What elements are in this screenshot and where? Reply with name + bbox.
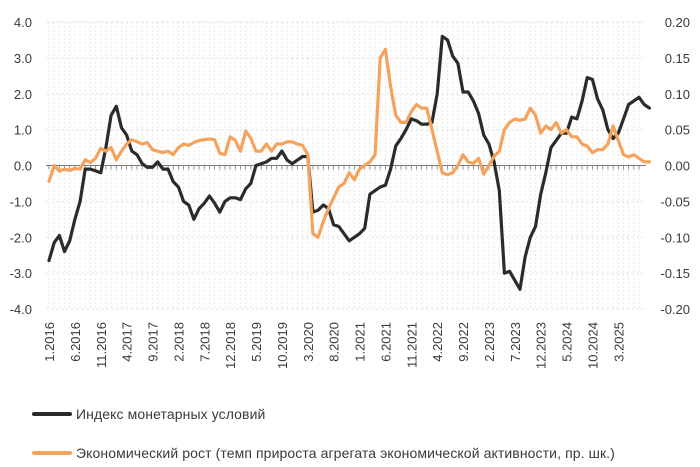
x-tick-label: 9.2022 bbox=[456, 322, 471, 362]
line-chart: -4.0 -3.0 -2.0 -1.0 0.0 1.0 2.0 3.0 4.0 -0.20 -0.1… bbox=[10, 15, 690, 369]
x-tick-label: 12.2018 bbox=[223, 322, 238, 369]
x-tick-label: 1.2021 bbox=[353, 322, 368, 362]
y-right-tick-label: -0.20 bbox=[660, 302, 690, 317]
y-right-tick-label: 0.10 bbox=[665, 87, 690, 102]
x-tick-label: 2.2018 bbox=[171, 322, 186, 362]
y-left-tick-label: 0.0 bbox=[14, 159, 32, 174]
x-tick-label: 11.2016 bbox=[94, 322, 109, 368]
x-tick-label: 10.2024 bbox=[585, 322, 600, 369]
y-left-tick-label: 3.0 bbox=[14, 51, 32, 66]
x-tick-label: 2.2023 bbox=[482, 322, 497, 362]
y-left-tick-label: -4.0 bbox=[10, 302, 32, 317]
x-tick-label: 6.2021 bbox=[378, 322, 393, 362]
x-tick-label: 3.2020 bbox=[301, 322, 316, 362]
x-tick-label: 4.2017 bbox=[120, 322, 135, 362]
y-left-tick-label: -2.0 bbox=[10, 230, 32, 245]
x-tick-label: 12.2023 bbox=[534, 322, 549, 369]
x-tick-label: 9.2017 bbox=[146, 322, 161, 362]
x-tick-label: 3.2025 bbox=[611, 322, 626, 362]
y-left-tick-label: 1.0 bbox=[14, 123, 32, 138]
x-tick-label: 1.2016 bbox=[42, 322, 57, 362]
y-right-tick-label: 0.00 bbox=[665, 159, 690, 174]
x-tick-label: 10.2019 bbox=[275, 322, 290, 369]
legend-item-monetary-index: Индекс монетарных условий bbox=[32, 401, 692, 427]
y-left-tick-label: -1.0 bbox=[10, 194, 32, 209]
x-tick-label: 8.2020 bbox=[327, 322, 342, 362]
y-left-tick-label: 4.0 bbox=[14, 15, 32, 30]
x-tick-label: 6.2016 bbox=[68, 322, 83, 362]
legend-label-economic-growth: Экономический рост (темп прироста агрега… bbox=[76, 445, 615, 461]
y-right-tick-label: -0.10 bbox=[660, 230, 690, 245]
x-tick-label: 7.2018 bbox=[197, 322, 212, 362]
y-right-tick-label: -0.05 bbox=[660, 194, 690, 209]
y-left-tick-label: 2.0 bbox=[14, 87, 32, 102]
legend-swatch-monetary-index bbox=[32, 412, 72, 416]
y-left-tick-label: -3.0 bbox=[10, 266, 32, 281]
x-tick-label: 4.2022 bbox=[430, 322, 445, 362]
y-right-tick-label: 0.15 bbox=[665, 51, 690, 66]
x-tick-label: 5.2024 bbox=[560, 322, 575, 362]
series-line-monetary-index bbox=[47, 34, 652, 291]
y-right-tick-label: -0.15 bbox=[660, 266, 690, 281]
legend-item-economic-growth: Экономический рост (темп прироста агрега… bbox=[32, 440, 692, 466]
legend-label-monetary-index: Индекс монетарных условий bbox=[76, 406, 266, 422]
x-tick-label: 5.2019 bbox=[249, 322, 264, 362]
y-right-tick-label: 0.05 bbox=[665, 123, 690, 138]
series-line-economic-growth bbox=[47, 47, 652, 239]
x-tick-label: 11.2021 bbox=[404, 322, 419, 368]
x-tick-label: 7.2023 bbox=[508, 322, 523, 362]
y-right-tick-label: 0.20 bbox=[665, 15, 690, 30]
legend-swatch-economic-growth bbox=[32, 451, 72, 455]
